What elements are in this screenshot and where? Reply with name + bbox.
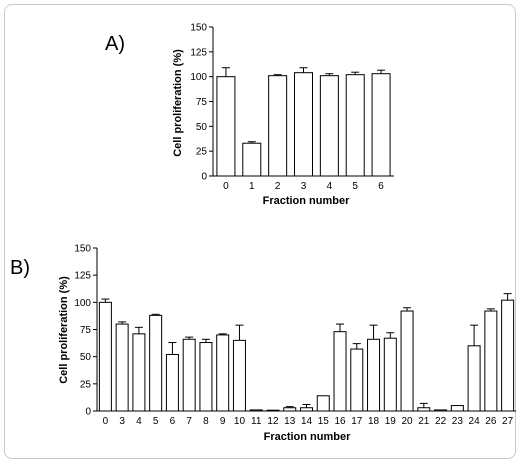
panel-b-bar [450, 405, 464, 412]
panel-b-y-tick-label: 125 [74, 271, 91, 282]
panel-b-bar [115, 323, 129, 412]
panel-b-x-tick-label: 17 [351, 416, 363, 427]
panel-b-x-tick-label: 13 [284, 416, 296, 427]
panel-a-x-tick-label: 6 [378, 181, 384, 192]
panel-b-bar [350, 348, 364, 412]
panel-b-bar [165, 353, 179, 412]
panel-b-bar [98, 301, 112, 412]
panel-b-x-tick-label: 6 [170, 416, 176, 427]
panel-b-x-tick-label: 9 [220, 416, 226, 427]
panel-b-x-tick-label: 16 [334, 416, 346, 427]
panel-b-bar [249, 409, 263, 412]
panel-b-x-tick-label: 15 [318, 416, 330, 427]
panel-b-x-tick-label: 21 [418, 416, 430, 427]
panel-b-x-axis-title: Fraction number [264, 431, 352, 443]
panel-b-bar [417, 407, 431, 412]
panel-b-x-tick-label: 3 [119, 416, 125, 427]
panel-b-x-tick-label: 27 [502, 416, 514, 427]
panel-b-bar [434, 409, 448, 412]
panel-b-x-tick-label: 14 [301, 416, 313, 427]
panel-b-bar [149, 314, 163, 412]
panel-a-y-tick-label: 50 [196, 122, 208, 133]
panel-a-y-axis-title: Cell proliferation (%) [172, 49, 184, 157]
panel-a-x-tick-label: 3 [301, 181, 307, 192]
panel-b-y-tick-label: 50 [80, 352, 92, 363]
panel-b-bar [316, 395, 330, 412]
panel-b-x-tick-label: 20 [401, 416, 413, 427]
panel-b-x-tick-label: 22 [435, 416, 447, 427]
panel-b-x-tick-label: 26 [485, 416, 497, 427]
panel-a-y-tick-label: 25 [196, 147, 208, 158]
panel-b-x-tick-label: 18 [368, 416, 380, 427]
panel-a-x-axis-title: Fraction number [263, 195, 351, 207]
panel-a-y-tick-label: 0 [201, 172, 207, 183]
panel-b-bar [283, 407, 297, 412]
panel-a-bar [268, 75, 288, 177]
panel-b-x-tick-label: 19 [385, 416, 397, 427]
panel-a-bar [242, 142, 262, 177]
panel-b-x-tick-label: 10 [234, 416, 246, 427]
panel-b-bar [266, 409, 280, 412]
panel-b-x-tick-label: 7 [186, 416, 192, 427]
panel-b-y-tick-label: 0 [85, 407, 91, 418]
panel-a-bar [216, 76, 236, 177]
panel-b-bar [484, 310, 498, 412]
panel-b-bar [232, 339, 246, 412]
panel-a-x-tick-label: 4 [327, 181, 333, 192]
panel-a-y-tick-label: 125 [190, 47, 207, 58]
panel-a-y-tick-label: 75 [196, 97, 208, 108]
panel-a-bar [345, 74, 365, 177]
panel-b-bar [132, 333, 146, 412]
panel-a-bar [294, 72, 313, 177]
panel-b-bar [182, 338, 196, 412]
panel-b-bar [333, 331, 347, 412]
panel-b-bar [300, 407, 313, 412]
panel-b-x-tick-label: 5 [153, 416, 159, 427]
panel-b-bar [383, 337, 397, 412]
panel-b-y-tick-label: 150 [74, 244, 91, 255]
figure-frame [4, 4, 516, 459]
panel-a-y-tick-label: 150 [190, 23, 207, 34]
panel-b-y-tick-label: 100 [74, 298, 91, 309]
panel-b-y-axis-title: Cell proliferation (%) [58, 276, 70, 384]
panel-b-y-tick-label: 25 [80, 379, 92, 390]
panel-b-x-tick-label: 23 [452, 416, 464, 427]
panel-a-x-tick-label: 2 [275, 181, 281, 192]
panel-b-x-tick-label: 8 [203, 416, 209, 427]
panel-b-bar [367, 338, 381, 412]
panel-b-x-tick-label: 11 [251, 416, 262, 427]
panel-a-y-tick-label: 100 [190, 72, 207, 83]
panel-b-bar [467, 345, 481, 412]
panel-b-bar [400, 310, 414, 412]
panel-b-bar [216, 334, 230, 412]
panel-a-x-tick-label: 5 [352, 181, 358, 192]
panel-b-x-tick-label: 4 [136, 416, 142, 427]
panel-b-label: B) [10, 257, 30, 279]
panel-b-x-tick-label: 0 [103, 416, 109, 427]
panel-b-y-tick-label: 75 [80, 325, 92, 336]
panel-b-bar [199, 342, 213, 412]
panel-a-x-tick-label: 0 [223, 181, 229, 192]
panel-b-bar [501, 299, 515, 412]
panel-a-bar [371, 73, 391, 177]
panel-a-label: A) [105, 33, 125, 55]
panel-a-bar [319, 75, 339, 177]
panel-b-x-tick-label: 24 [469, 416, 481, 427]
panel-a-x-tick-label: 1 [249, 181, 255, 192]
panel-a-chart: A) Cell proliferation (%) Fraction numbe… [105, 23, 394, 207]
panel-b-x-tick-label: 12 [267, 416, 279, 427]
panel-b-chart: B) Cell proliferation (%) Fraction numbe… [10, 244, 516, 443]
